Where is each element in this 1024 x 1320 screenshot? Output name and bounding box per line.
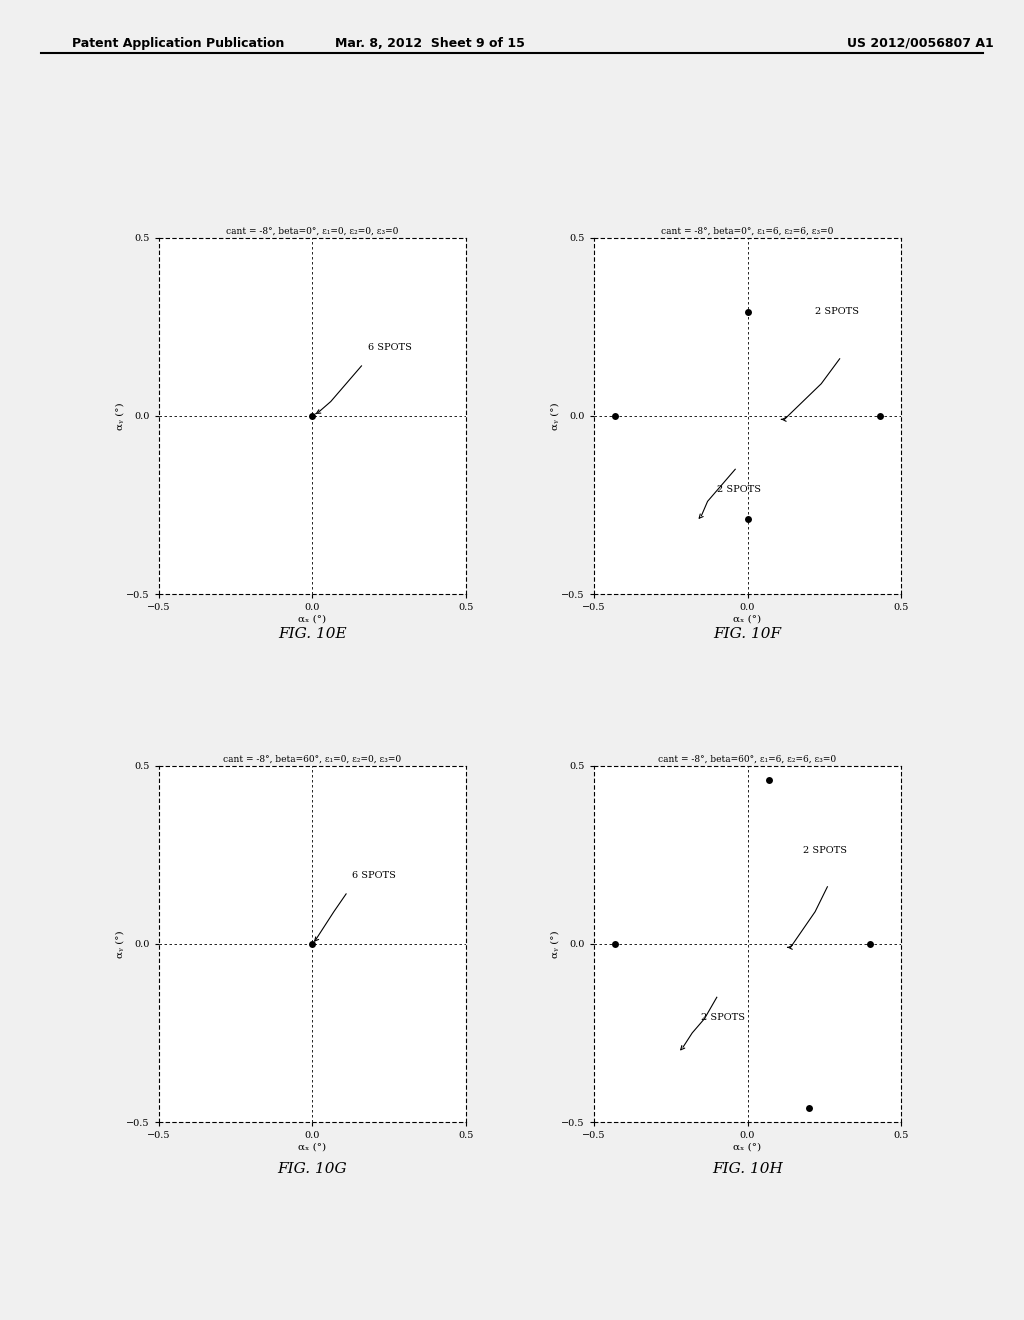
- Text: Mar. 8, 2012  Sheet 9 of 15: Mar. 8, 2012 Sheet 9 of 15: [335, 37, 525, 50]
- X-axis label: αₓ (°): αₓ (°): [298, 1143, 327, 1152]
- Text: 2 SPOTS: 2 SPOTS: [701, 1014, 745, 1022]
- Text: FIG. 10F: FIG. 10F: [714, 627, 781, 642]
- Point: [761, 770, 777, 791]
- Text: FIG. 10H: FIG. 10H: [712, 1162, 783, 1176]
- Y-axis label: αᵧ (°): αᵧ (°): [116, 403, 125, 429]
- Point: [801, 1097, 817, 1118]
- Point: [304, 933, 321, 954]
- Point: [739, 302, 756, 323]
- X-axis label: αₓ (°): αₓ (°): [733, 1143, 762, 1152]
- X-axis label: αₓ (°): αₓ (°): [733, 615, 762, 624]
- Text: FIG. 10G: FIG. 10G: [278, 1162, 347, 1176]
- Y-axis label: αᵧ (°): αᵧ (°): [551, 403, 560, 429]
- Text: US 2012/0056807 A1: US 2012/0056807 A1: [847, 37, 993, 50]
- Text: 2 SPOTS: 2 SPOTS: [815, 308, 859, 315]
- Title: cant = -8°, beta=60°, ε₁=0, ε₂=0, ε₃=0: cant = -8°, beta=60°, ε₁=0, ε₂=0, ε₃=0: [223, 755, 401, 763]
- Text: 2 SPOTS: 2 SPOTS: [717, 486, 761, 494]
- X-axis label: αₓ (°): αₓ (°): [298, 615, 327, 624]
- Y-axis label: αᵧ (°): αᵧ (°): [116, 931, 125, 957]
- Point: [607, 933, 624, 954]
- Title: cant = -8°, beta=60°, ε₁=6, ε₂=6, ε₃=0: cant = -8°, beta=60°, ε₁=6, ε₂=6, ε₃=0: [658, 755, 837, 763]
- Point: [739, 508, 756, 529]
- Text: 6 SPOTS: 6 SPOTS: [368, 343, 412, 351]
- Point: [607, 405, 624, 426]
- Text: Patent Application Publication: Patent Application Publication: [72, 37, 284, 50]
- Title: cant = -8°, beta=0°, ε₁=0, ε₂=0, ε₃=0: cant = -8°, beta=0°, ε₁=0, ε₂=0, ε₃=0: [226, 227, 398, 235]
- Y-axis label: αᵧ (°): αᵧ (°): [551, 931, 560, 957]
- Text: FIG. 10E: FIG. 10E: [278, 627, 347, 642]
- Title: cant = -8°, beta=0°, ε₁=6, ε₂=6, ε₃=0: cant = -8°, beta=0°, ε₁=6, ε₂=6, ε₃=0: [662, 227, 834, 235]
- Text: 2 SPOTS: 2 SPOTS: [803, 846, 847, 855]
- Point: [862, 933, 879, 954]
- Text: 6 SPOTS: 6 SPOTS: [352, 871, 396, 879]
- Point: [871, 405, 888, 426]
- Point: [304, 405, 321, 426]
